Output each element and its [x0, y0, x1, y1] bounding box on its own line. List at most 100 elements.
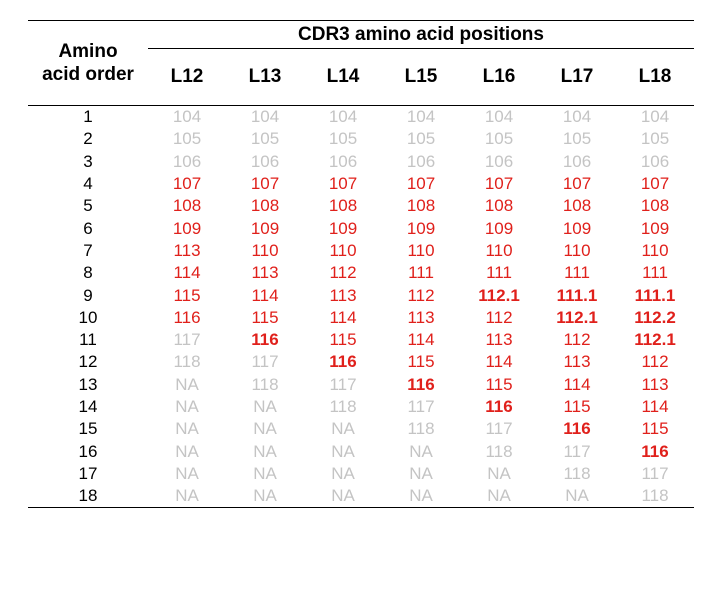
stub-header-label: Amino acid order: [42, 41, 134, 85]
amino-acid-order-cell: 15: [78, 419, 98, 439]
position-cell: NA: [253, 397, 277, 416]
position-cell: 110: [329, 240, 357, 260]
amino-acid-order-cell: 9: [83, 285, 93, 305]
column-header-l12: L12: [148, 48, 226, 106]
position-cell: 109: [250, 218, 280, 238]
position-cell: NA: [175, 374, 199, 394]
table-row: 17 NA NA NA NA NA 118 117: [28, 463, 694, 485]
position-cell: NA: [253, 441, 277, 461]
position-cell: 118: [173, 352, 201, 372]
position-cell: 116: [641, 441, 669, 461]
position-cell: 105: [328, 129, 358, 149]
position-cell: 117: [407, 397, 435, 416]
position-cell: 109: [484, 218, 514, 238]
position-cell: 112: [329, 263, 357, 283]
position-cell: 109: [562, 218, 592, 238]
cdr3-position-table: Amino acid order CDR3 amino acid positio…: [28, 20, 694, 509]
amino-acid-order-cell: 4: [83, 174, 93, 194]
position-cell: 108: [406, 196, 436, 216]
position-cell: 107: [406, 174, 436, 194]
table-row: 18 NA NA NA NA NA NA 118: [28, 485, 694, 509]
table-row: 1 104 104 104 104 104 104 104: [28, 106, 694, 129]
amino-acid-order-cell: 5: [83, 196, 93, 216]
top-rule: [28, 20, 694, 21]
position-cell: 109: [640, 218, 670, 238]
position-cell: 117: [251, 352, 279, 372]
position-cell: 115: [173, 285, 201, 305]
position-cell: 106: [562, 151, 592, 171]
position-cell: 113: [329, 285, 357, 305]
position-cell: NA: [253, 463, 277, 483]
position-cell: 113: [563, 352, 591, 372]
position-cell: 111.1: [634, 285, 676, 305]
position-cell: 108: [250, 196, 280, 216]
position-cell: NA: [148, 485, 226, 509]
position-cell: 105: [172, 129, 202, 149]
table-row: 10 116 115 114 113 112 112.1 112.2: [28, 307, 694, 329]
position-cell: 112: [641, 352, 669, 372]
position-cell: 107: [562, 174, 592, 194]
position-cell: NA: [175, 397, 199, 416]
table-row: 3 106 106 106 106 106 106 106: [28, 151, 694, 173]
position-cell: 107: [484, 174, 514, 194]
table-row: 8 114 113 112 111 111 111 111: [28, 262, 694, 284]
position-cell: 116: [563, 419, 591, 439]
position-cell: 104: [172, 107, 202, 127]
position-cell: 116: [329, 352, 357, 372]
position-cell: 104: [406, 107, 436, 127]
position-cell: 110: [641, 240, 669, 260]
position-cell: 111.1: [556, 285, 598, 305]
table-row: 7 113 110 110 110 110 110 110: [28, 240, 694, 262]
amino-acid-order-cell: 18: [28, 485, 148, 509]
table-row: 11 117 116 115 114 113 112 112.1: [28, 329, 694, 351]
position-cell: 113: [485, 330, 513, 350]
position-cell: 114: [407, 330, 435, 350]
group-header-row: Amino acid order CDR3 amino acid positio…: [28, 21, 694, 106]
position-cell: 118: [563, 463, 591, 483]
position-cell: 112.2: [634, 307, 676, 327]
position-cell: 112.1: [478, 285, 520, 305]
table-row: 9 115 114 113 112 112.1 111.1 111.1: [28, 284, 694, 306]
position-cell: 112: [563, 330, 591, 350]
position-cell: 106: [406, 151, 436, 171]
amino-acid-order-cell: 3: [83, 151, 93, 171]
position-cell: 118: [485, 441, 513, 461]
column-header-row: L12 L13 L14 L15 L16 L17 L18: [28, 48, 694, 106]
position-cell: 107: [172, 174, 202, 194]
position-cell: 106: [484, 151, 514, 171]
amino-acid-order-cell: 1: [83, 107, 93, 127]
position-cell: 113: [641, 374, 669, 394]
amino-acid-order-cell: 11: [79, 330, 97, 350]
position-cell: 115: [563, 397, 591, 416]
position-cell: 104: [250, 107, 280, 127]
position-cell: 106: [172, 151, 202, 171]
position-cell: NA: [409, 463, 433, 483]
position-cell: 104: [562, 107, 592, 127]
table-row: 5 108 108 108 108 108 108 108: [28, 195, 694, 217]
position-cell: 115: [641, 419, 669, 439]
table-row: 14 NA NA 118 117 116 115 114: [28, 396, 694, 418]
amino-acid-order-cell: 12: [78, 352, 98, 372]
position-cell: NA: [175, 419, 199, 439]
position-cell: 104: [328, 107, 358, 127]
amino-acid-order-cell: 2: [83, 129, 93, 149]
group-header: CDR3 amino acid positions: [148, 21, 694, 49]
position-cell: 106: [250, 151, 280, 171]
position-cell: 109: [172, 218, 202, 238]
table-row: 15 NA NA NA 118 117 116 115: [28, 418, 694, 440]
position-cell: 108: [484, 196, 514, 216]
position-cell: 114: [563, 374, 591, 394]
column-header-l16: L16: [460, 48, 538, 106]
position-cell: 108: [328, 196, 358, 216]
table-row: 6 109 109 109 109 109 109 109: [28, 217, 694, 239]
position-cell: 117: [485, 419, 513, 439]
table-row: 16 NA NA NA NA 118 117 116: [28, 440, 694, 462]
position-cell: 111: [408, 263, 434, 283]
position-cell: 116: [407, 374, 435, 394]
table-row: 13 NA 118 117 116 115 114 113: [28, 374, 694, 396]
position-cell: 114: [251, 285, 279, 305]
position-cell: NA: [331, 463, 355, 483]
position-cell: 104: [484, 107, 514, 127]
position-cell: NA: [409, 441, 433, 461]
position-cell: 115: [485, 374, 513, 394]
